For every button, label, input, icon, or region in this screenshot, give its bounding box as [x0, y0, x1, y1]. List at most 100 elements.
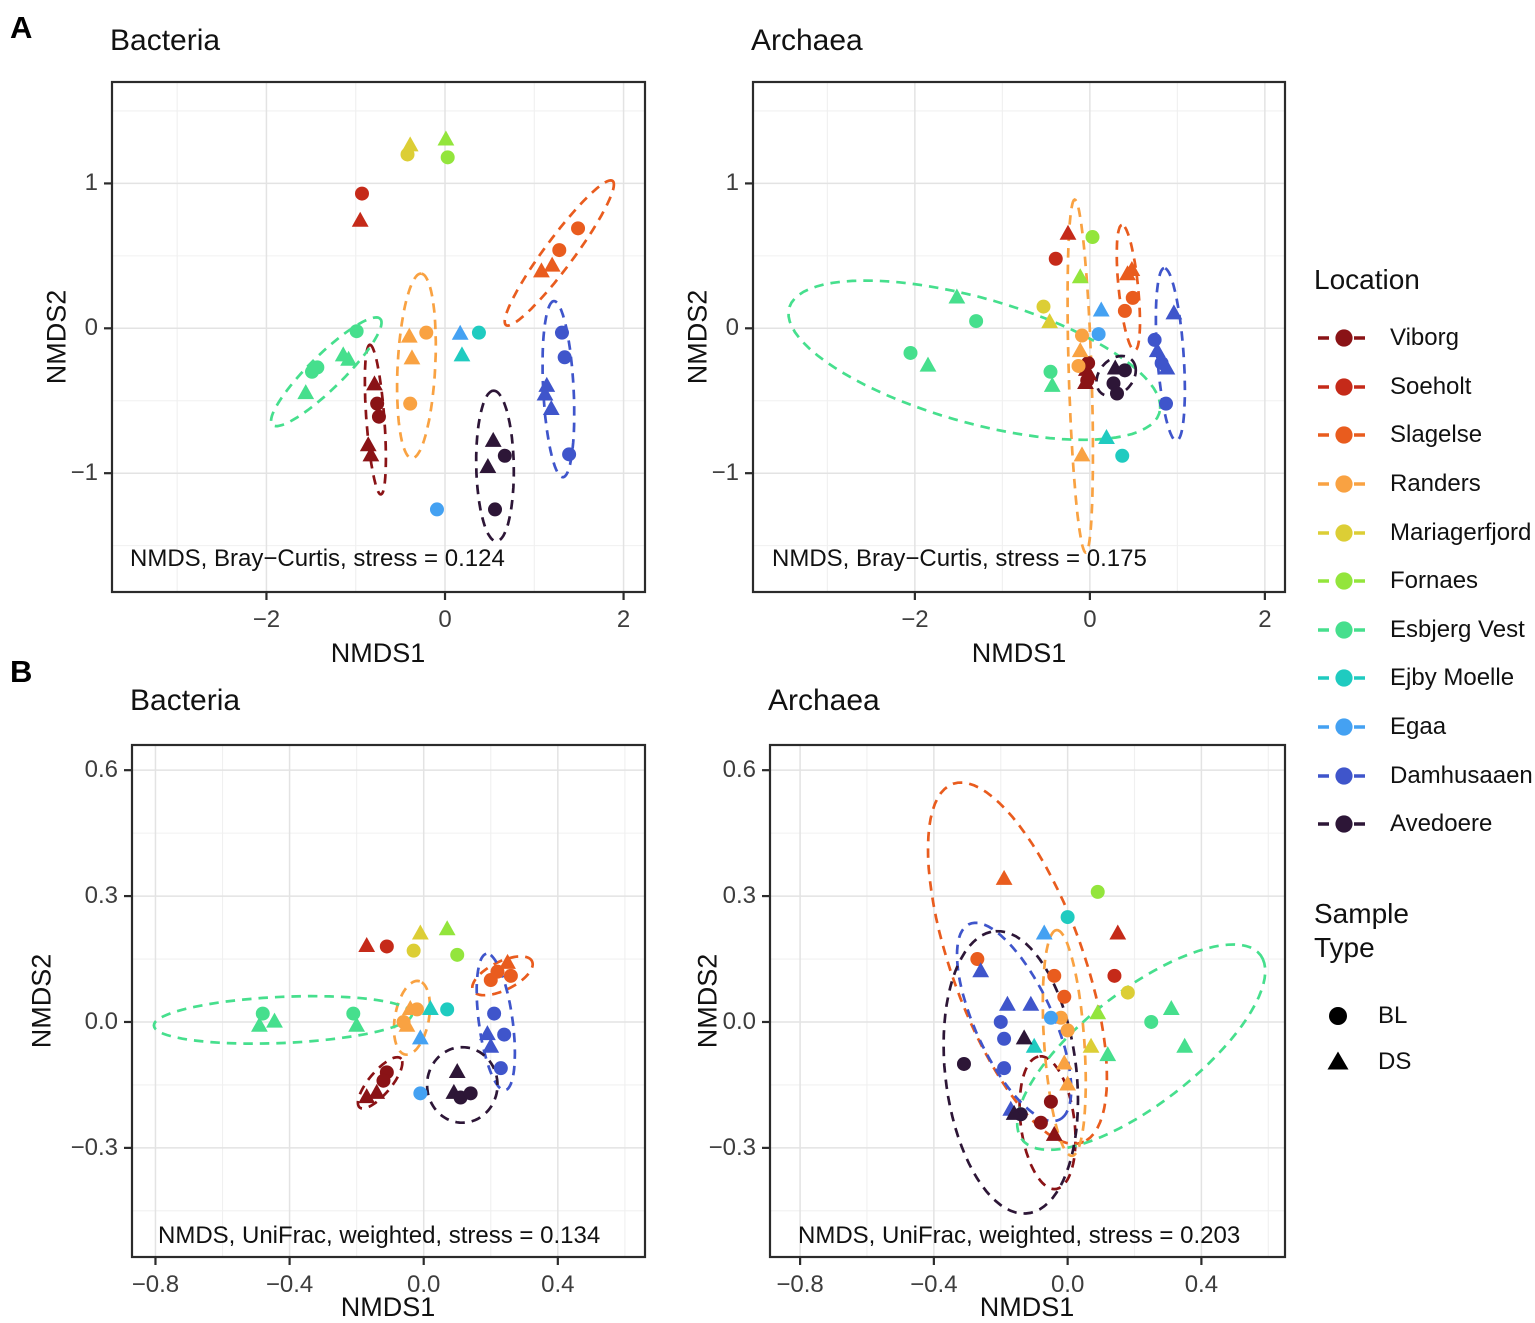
point-ds-viborg — [1077, 373, 1094, 389]
group-ellipse-esbjerg-vest — [269, 316, 383, 428]
point-bl-slagelse — [1057, 989, 1072, 1004]
legend-key-icon — [1318, 669, 1370, 688]
point-bl-esbjerg-vest — [1043, 364, 1058, 379]
point-bl-avedoere — [497, 448, 512, 463]
point-bl-egaa — [413, 1086, 428, 1101]
panel-border — [751, 80, 1287, 594]
point-ds-viborg — [368, 1083, 386, 1099]
legend-item-label: Slagelse — [1390, 421, 1483, 449]
x-tick-label: 0.4 — [541, 1271, 575, 1298]
group-ellipse-esbjerg-vest — [1015, 943, 1267, 1152]
point-bl-egaa — [429, 502, 444, 517]
legend-item-label: Mariagerfjord — [1390, 518, 1532, 546]
x-axis-label: NMDS1 — [340, 1292, 436, 1322]
legend-item-esbjerg-vest: Esbjerg Vest — [1314, 606, 1533, 655]
point-ds-damhusaaen — [972, 962, 990, 978]
group-ellipse-slagelse — [1115, 223, 1142, 352]
legend-sample-type-title: Sample Type — [1314, 897, 1409, 965]
legend-item-label: Soeholt — [1390, 372, 1472, 400]
point-ds-esbjerg-vest — [348, 1016, 366, 1032]
point-ds-slagelse — [1119, 265, 1136, 281]
point-ds-mariagerfjord — [411, 924, 429, 940]
x-tick-label: 0 — [1083, 606, 1097, 633]
group-ellipse-esbjerg-vest — [152, 994, 414, 1045]
legend-item-damhusaaen: Damhusaaen — [1314, 751, 1533, 800]
point-bl-damhusaaen — [997, 1061, 1012, 1076]
sample-type-label: BL — [1378, 1002, 1408, 1029]
group-ellipse-avedoere — [1095, 354, 1138, 398]
point-bl-damhusaaen — [993, 1014, 1008, 1029]
point-bl-damhusaaen — [493, 1061, 508, 1076]
point-bl-randers — [1060, 1023, 1075, 1038]
point-bl-damhusaaen — [562, 447, 577, 462]
point-bl-slagelse — [1117, 303, 1132, 318]
stress-annotation-a-archaea: NMDS, Bray−Curtis, stress = 0.175 — [772, 545, 1147, 572]
point-bl-damhusaaen — [497, 1027, 512, 1042]
point-ds-fornaes — [1089, 1004, 1107, 1020]
point-bl-viborg — [370, 396, 385, 411]
legend-item-label: Egaa — [1390, 713, 1447, 741]
x-axis-label: NMDS1 — [971, 638, 1067, 668]
point-ds-fornaes — [1071, 268, 1089, 284]
point-ds-viborg — [362, 446, 380, 462]
point-bl-mariagerfjord — [406, 943, 421, 958]
point-ds-damhusaaen — [1148, 342, 1166, 358]
point-ds-randers — [1059, 1075, 1077, 1091]
group-ellipse-randers — [395, 272, 438, 460]
point-bl-damhusaaen — [1147, 332, 1162, 347]
group-ellipse-slagelse — [470, 955, 535, 997]
point-ds-damhusaaen — [1158, 359, 1176, 375]
legend-item-label: Esbjerg Vest — [1390, 615, 1525, 643]
point-ds-ejby-moelle — [1098, 429, 1115, 445]
y-tick-label: −1 — [711, 459, 739, 487]
point-ds-soeholt — [358, 937, 376, 953]
legend-sample-type-title-line1: Sample — [1314, 898, 1409, 929]
legend-key-icon — [1318, 378, 1370, 396]
legend-key-icon — [1318, 718, 1370, 736]
panel-background — [132, 745, 645, 1257]
legend-key-icon — [1318, 329, 1370, 347]
legend-item-viborg: Viborg — [1314, 314, 1533, 363]
point-ds-randers — [403, 349, 421, 365]
point-ds-soeholt — [1059, 224, 1077, 240]
point-ds-esbjerg-vest — [266, 1012, 283, 1028]
point-ds-slagelse — [543, 256, 561, 272]
point-bl-avedoere — [956, 1056, 971, 1071]
point-ds-avedoere — [1005, 1104, 1023, 1120]
legend-item-avedoere: Avedoere — [1314, 800, 1533, 849]
point-bl-fornaes — [1090, 884, 1105, 899]
legend-key-icon — [1318, 815, 1370, 833]
x-tick-label: −0.8 — [776, 1271, 824, 1298]
point-bl-esbjerg-vest — [969, 314, 984, 329]
point-ds-avedoere — [479, 457, 497, 473]
legend-item-randers: Randers — [1314, 460, 1533, 509]
point-ds-egaa — [1092, 301, 1110, 317]
x-tick-label: 0 — [438, 606, 452, 633]
figure-row-label-a: A — [10, 10, 33, 45]
stress-annotation-a-bacteria: NMDS, Bray−Curtis, stress = 0.124 — [130, 545, 505, 572]
x-tick-label: −2 — [901, 606, 929, 633]
x-tick-label: 0.0 — [1050, 1271, 1085, 1298]
point-bl-fornaes — [450, 947, 465, 962]
group-ellipse-esbjerg-vest — [787, 279, 1162, 442]
point-bl-randers — [1071, 358, 1086, 373]
y-tick-label: −0.3 — [708, 1133, 756, 1161]
point-ds-esbjerg-vest — [919, 356, 937, 372]
panel-background — [112, 82, 645, 592]
point-bl-esbjerg-vest — [903, 345, 918, 360]
point-ds-damhusaaen — [536, 385, 554, 401]
point-bl-esbjerg-vest — [255, 1006, 270, 1021]
point-ds-randers — [398, 1016, 416, 1032]
sample-type-item-ds: DS — [1314, 1039, 1411, 1085]
point-bl-fornaes — [440, 150, 455, 165]
panel-title-a-archaea: Archaea — [751, 24, 863, 57]
panel-background — [770, 745, 1285, 1257]
legend-item-egaa: Egaa — [1314, 703, 1533, 752]
point-ds-randers — [1055, 1054, 1073, 1070]
point-ds-viborg — [358, 1088, 376, 1104]
point-ds-egaa — [451, 324, 469, 340]
y-axis-label: NMDS2 — [682, 289, 713, 385]
y-tick-label: 0 — [725, 314, 739, 342]
point-ds-damhusaaen — [1022, 995, 1040, 1011]
